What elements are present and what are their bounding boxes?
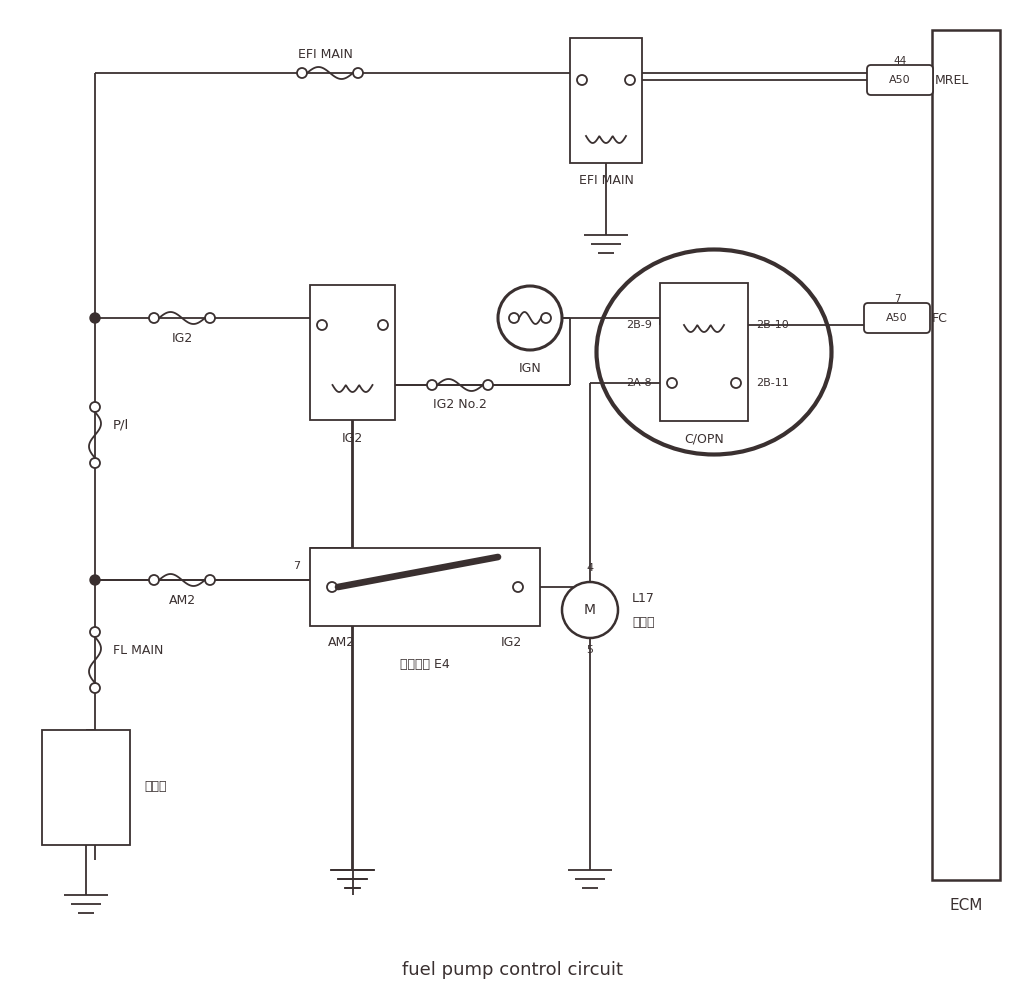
Circle shape: [577, 75, 587, 85]
Circle shape: [625, 75, 635, 85]
Text: 4: 4: [587, 563, 594, 573]
Circle shape: [562, 582, 618, 638]
Circle shape: [90, 683, 100, 693]
Text: fuel pump control circuit: fuel pump control circuit: [401, 961, 623, 979]
Circle shape: [541, 313, 551, 323]
Circle shape: [731, 378, 741, 388]
Text: 7: 7: [294, 561, 301, 571]
Text: IGN: IGN: [518, 362, 542, 375]
Text: EFI MAIN: EFI MAIN: [298, 48, 352, 61]
Text: IG2: IG2: [342, 432, 364, 444]
Circle shape: [327, 582, 337, 592]
Circle shape: [667, 378, 677, 388]
Bar: [660, 283, 748, 421]
Bar: [310, 548, 540, 626]
Text: P/l: P/l: [113, 419, 129, 432]
Text: C/OPN: C/OPN: [684, 432, 724, 445]
Circle shape: [90, 458, 100, 468]
Circle shape: [150, 313, 159, 323]
Circle shape: [509, 313, 519, 323]
Text: ECM: ECM: [949, 897, 983, 912]
Text: 2B-10: 2B-10: [756, 320, 788, 330]
Text: 蓄电池: 蓄电池: [144, 780, 167, 794]
Text: 2B-9: 2B-9: [626, 320, 652, 330]
Text: 44: 44: [893, 56, 906, 66]
Text: A50: A50: [886, 313, 908, 323]
Bar: [42, 730, 130, 845]
FancyBboxPatch shape: [864, 303, 930, 333]
Text: 5: 5: [587, 645, 594, 655]
Circle shape: [90, 313, 100, 323]
Bar: [570, 38, 642, 163]
Text: AM2: AM2: [328, 635, 355, 649]
Text: FL MAIN: FL MAIN: [113, 643, 164, 657]
Circle shape: [90, 575, 100, 585]
FancyBboxPatch shape: [867, 65, 933, 95]
Circle shape: [205, 313, 215, 323]
Circle shape: [205, 575, 215, 585]
Text: 点火开关 E4: 点火开关 E4: [400, 658, 450, 671]
Circle shape: [427, 380, 437, 390]
Text: IG2: IG2: [501, 635, 522, 649]
Circle shape: [90, 402, 100, 412]
Circle shape: [378, 320, 388, 330]
Circle shape: [317, 320, 327, 330]
Text: IG2 No.2: IG2 No.2: [433, 399, 487, 412]
Circle shape: [483, 380, 493, 390]
Bar: [932, 30, 1000, 880]
Text: IG2: IG2: [171, 331, 193, 344]
Text: 2B-11: 2B-11: [756, 378, 788, 388]
Circle shape: [498, 286, 562, 350]
Ellipse shape: [597, 250, 831, 454]
Text: EFI MAIN: EFI MAIN: [579, 174, 634, 187]
Circle shape: [150, 575, 159, 585]
Text: 燃油泵: 燃油泵: [632, 615, 654, 628]
Text: FC: FC: [932, 311, 948, 324]
Bar: [310, 285, 395, 420]
Circle shape: [90, 627, 100, 637]
Circle shape: [353, 68, 362, 78]
Text: M: M: [584, 603, 596, 617]
Text: L17: L17: [632, 591, 655, 604]
Circle shape: [297, 68, 307, 78]
Text: AM2: AM2: [168, 593, 196, 606]
Text: MREL: MREL: [935, 74, 970, 87]
Text: 7: 7: [894, 294, 900, 304]
Text: 2A-8: 2A-8: [627, 378, 652, 388]
Text: A50: A50: [889, 75, 910, 85]
Circle shape: [513, 582, 523, 592]
